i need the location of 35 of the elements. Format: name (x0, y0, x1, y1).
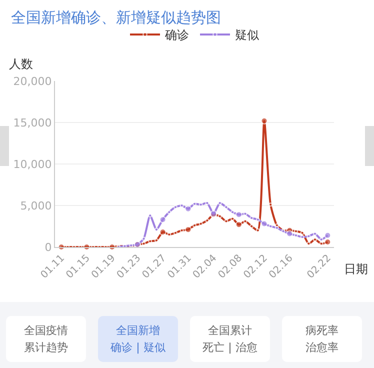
text: 治愈率 (304, 340, 340, 356)
point (173, 205, 178, 210)
point (300, 230, 304, 235)
point (256, 218, 260, 222)
y-axis-title: 人数 (9, 57, 33, 71)
point (268, 224, 273, 228)
point (274, 226, 279, 230)
text: 全国累计 (207, 323, 253, 339)
y-tick-label: 20,000 (13, 74, 52, 88)
chart-title: 全国新增确诊、新增疑似趋势图 (11, 8, 222, 26)
point (142, 236, 146, 241)
text: 病死率 (304, 323, 340, 339)
point (154, 238, 158, 242)
x-axis-title: 日期 (344, 262, 368, 276)
point (230, 210, 235, 214)
point (250, 216, 254, 220)
text: 全国疫情 (23, 323, 69, 339)
text: 死亡 | 治愈 (202, 340, 258, 356)
point (198, 222, 203, 226)
y-tick-label: 0 (44, 240, 52, 254)
y-tick-label: 5,000 (20, 199, 52, 212)
point (268, 202, 273, 207)
text: 全国新增 (115, 323, 161, 339)
text: 确诊 | 疑似 (110, 340, 166, 356)
point (250, 224, 254, 228)
point (224, 205, 228, 210)
y-tick-label: 10,000 (13, 158, 52, 171)
legend-label: 疑似 (235, 28, 259, 42)
y-tick-label: 15,000 (13, 116, 52, 130)
text: 累计趋势 (23, 340, 69, 356)
point (218, 214, 222, 218)
point (167, 210, 172, 214)
legend-label: 确诊 (164, 28, 189, 42)
point (205, 218, 210, 222)
point (173, 230, 178, 235)
